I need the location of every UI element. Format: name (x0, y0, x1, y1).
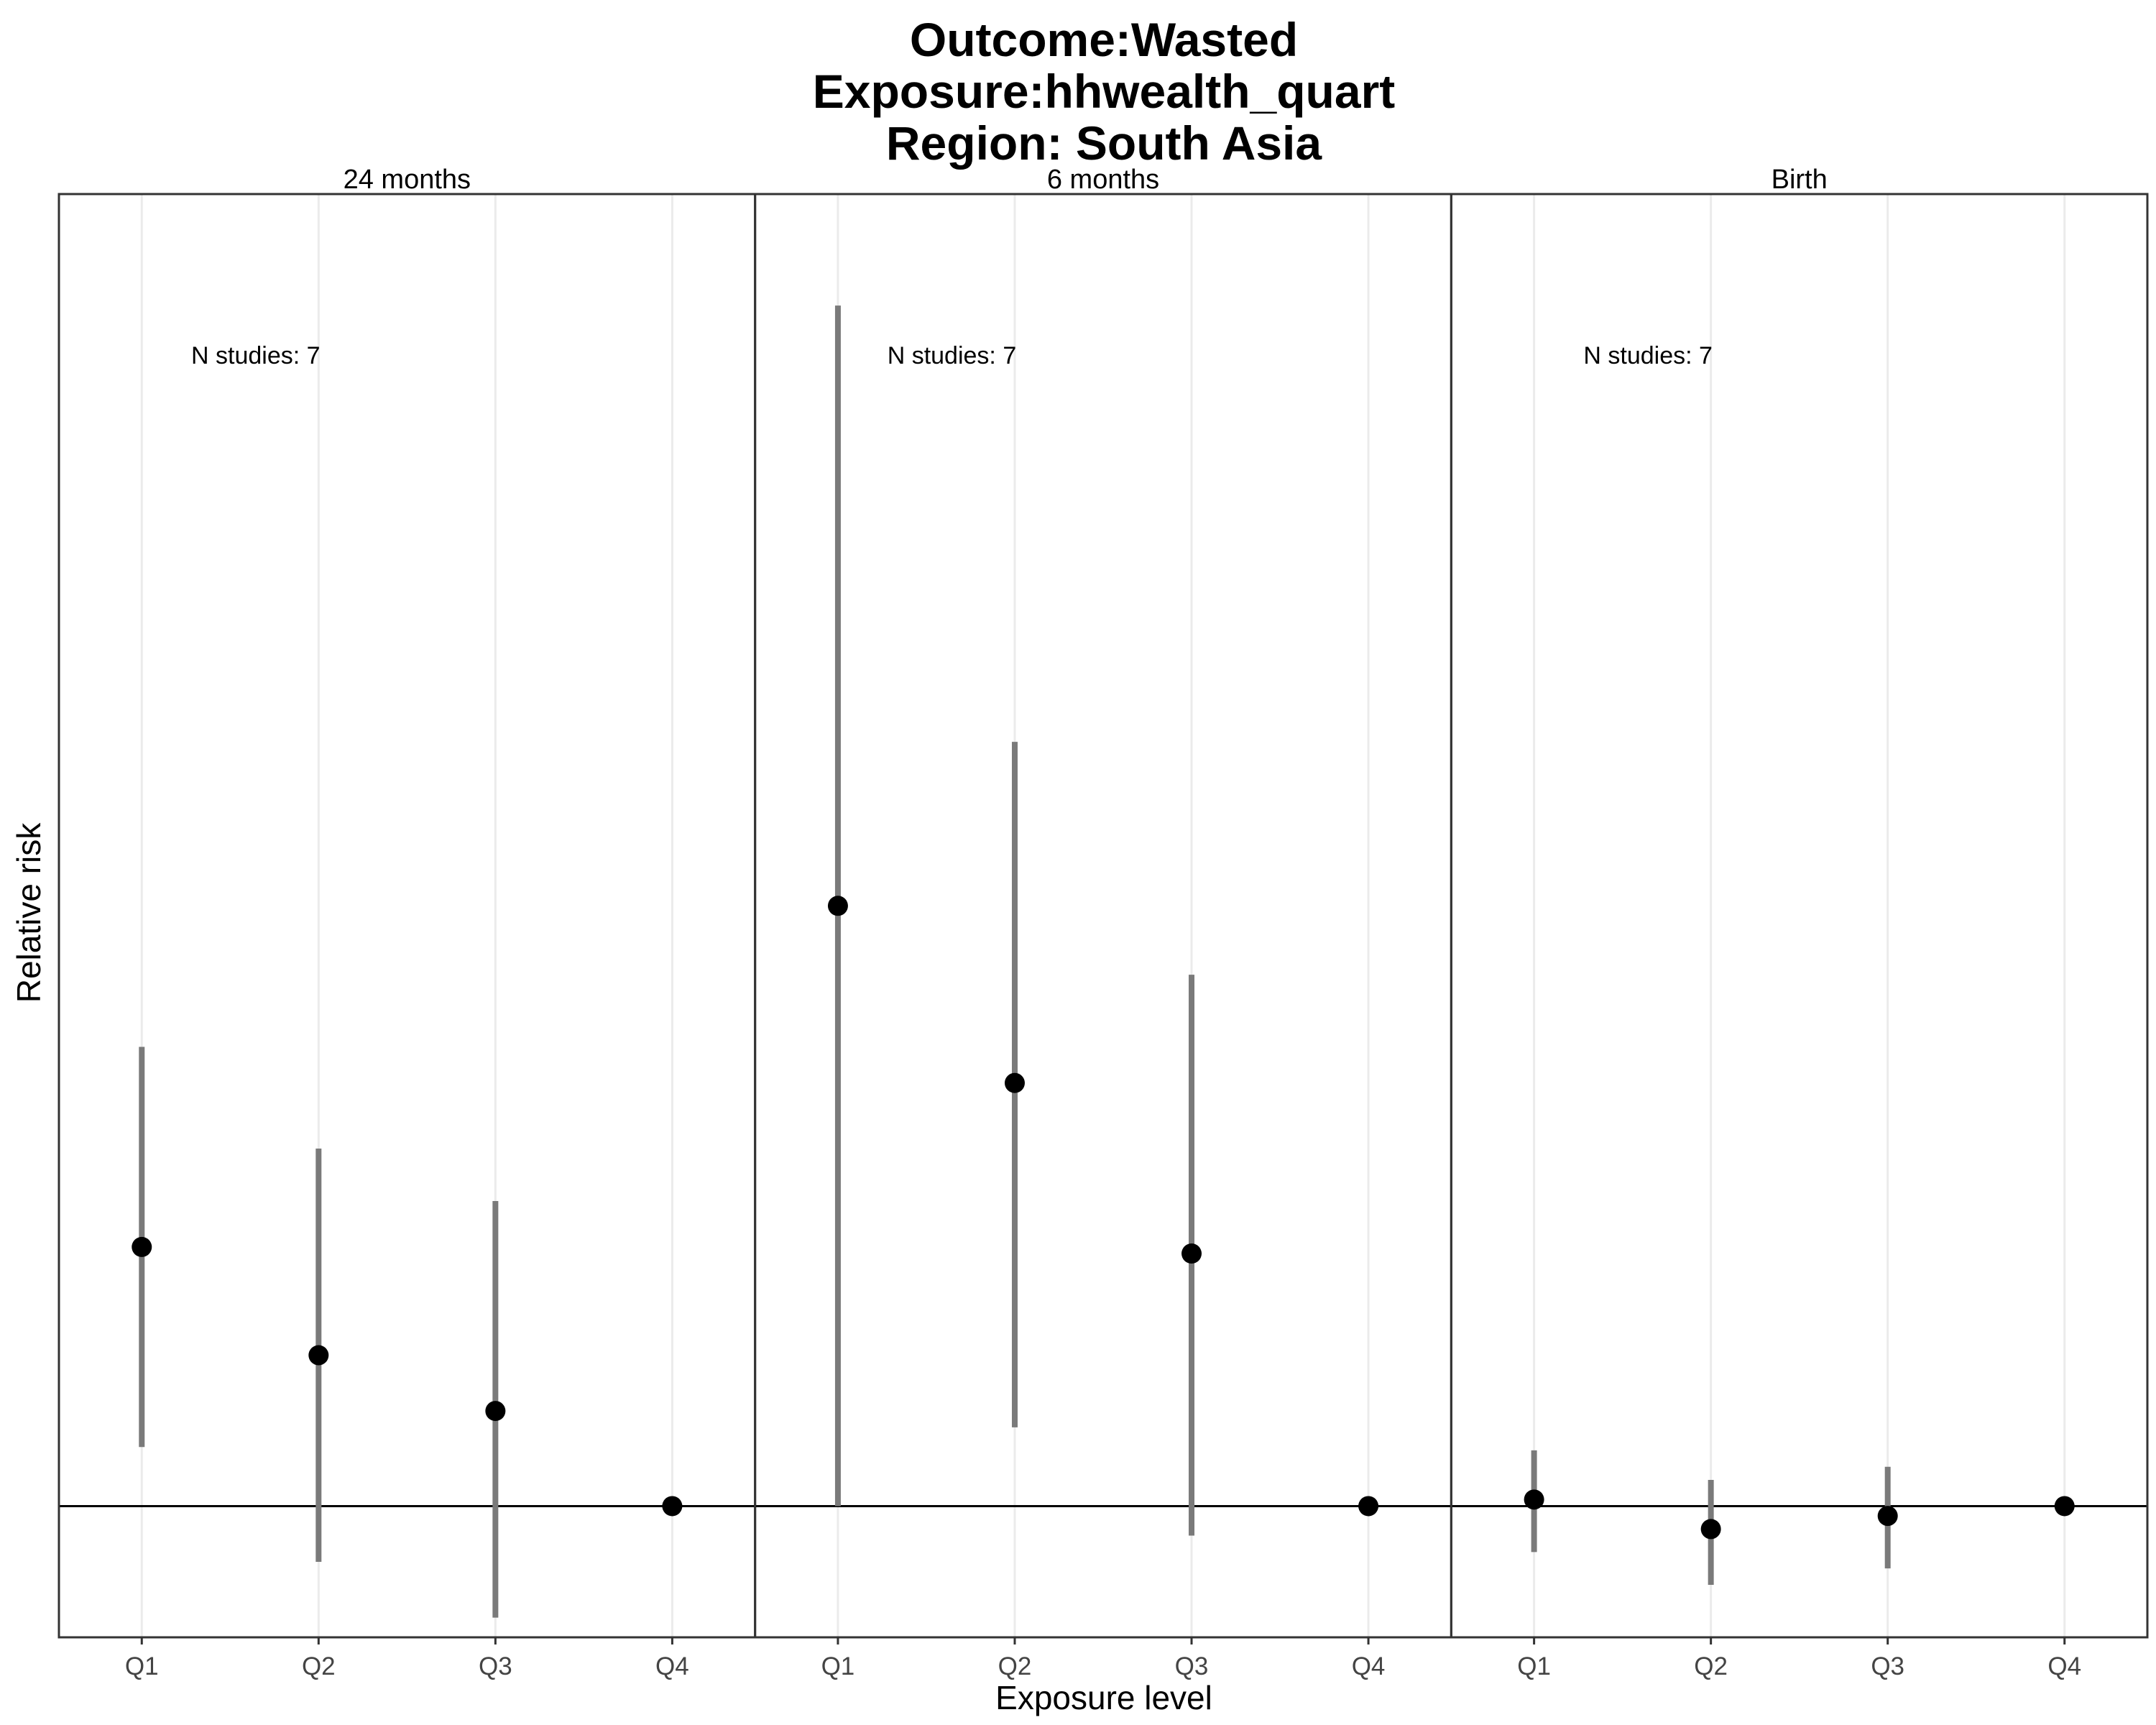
n-studies-annotation: N studies: 7 (191, 342, 321, 369)
estimate-point (1877, 1506, 1898, 1527)
y-axis-title: Relative risk (10, 822, 47, 1003)
estimate-point (1358, 1496, 1379, 1517)
panel-border (1450, 193, 2149, 1639)
x-tick-label: Q2 (302, 1652, 336, 1680)
x-tick-label: Q1 (821, 1652, 855, 1680)
panel-strip-label: 24 months (344, 165, 471, 195)
x-tick-label: Q3 (479, 1652, 512, 1680)
facet-panels: 24 months N studies: 7 Q1 Q2 Q3 Q4 6 months N s… (57, 165, 2149, 1680)
x-tick-label: Q1 (1517, 1652, 1551, 1680)
x-tick-label: Q4 (655, 1652, 689, 1680)
x-tick-label: Q1 (125, 1652, 159, 1680)
title-line-outcome: Outcome:Wasted (910, 13, 1298, 66)
x-tick-label: Q3 (1175, 1652, 1209, 1680)
n-studies-annotation: N studies: 7 (888, 342, 1017, 369)
n-studies-annotation: N studies: 7 (1583, 342, 1713, 369)
x-tick-label: Q4 (1352, 1652, 1386, 1680)
estimate-point (827, 896, 848, 916)
estimate-point (1524, 1489, 1544, 1510)
estimate-point (1004, 1072, 1025, 1093)
estimate-point (1700, 1519, 1721, 1540)
estimate-point (1181, 1243, 1202, 1264)
chart-title: Outcome:Wasted Exposure:hhwealth_quart R… (813, 13, 1395, 170)
estimate-point (662, 1496, 683, 1517)
panel-2: Birth N studies: 7 Q1 Q2 Q3 Q4 (1450, 165, 2149, 1680)
x-tick-label: Q3 (1871, 1652, 1904, 1680)
x-tick-label: Q2 (998, 1652, 1032, 1680)
estimate-point (485, 1401, 506, 1422)
estimate-point (308, 1345, 329, 1366)
title-line-exposure: Exposure:hhwealth_quart (813, 65, 1395, 118)
panel-strip-label: Birth (1772, 165, 1828, 195)
x-tick-label: Q4 (2047, 1652, 2081, 1680)
x-tick-label: Q2 (1694, 1652, 1728, 1680)
x-axis-title: Exposure level (995, 1679, 1212, 1716)
estimate-point (132, 1236, 152, 1257)
panel-strip-label: 6 months (1047, 165, 1159, 195)
title-line-region: Region: South Asia (886, 116, 1323, 170)
estimate-point (2054, 1496, 2075, 1517)
